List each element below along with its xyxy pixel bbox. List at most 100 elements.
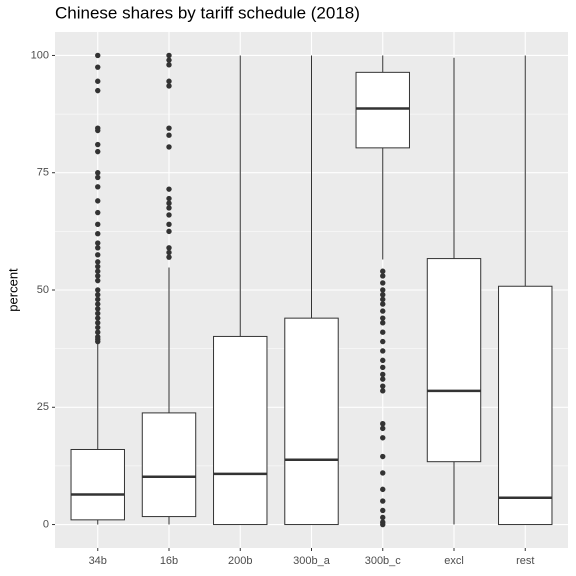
outlier: [380, 273, 386, 279]
outlier: [95, 329, 101, 335]
box: [141, 412, 197, 518]
y-tick-label: 75: [37, 167, 49, 179]
outlier: [380, 287, 386, 293]
outlier: [166, 249, 172, 256]
outlier: [95, 141, 101, 148]
outlier: [380, 435, 386, 441]
y-tick-label: 100: [31, 49, 49, 61]
outlier: [166, 62, 172, 68]
outlier: [380, 383, 386, 389]
outlier: [95, 301, 101, 307]
outlier: [95, 320, 101, 326]
outlier: [95, 148, 101, 155]
x-tick-label: 300b_a: [293, 555, 331, 567]
outlier: [380, 425, 386, 432]
outlier: [380, 315, 386, 321]
outlier: [166, 245, 172, 251]
outlier: [95, 263, 101, 270]
outlier: [95, 310, 101, 317]
outlier: [166, 195, 172, 202]
outlier: [380, 470, 386, 476]
outlier: [166, 83, 172, 89]
outlier: [95, 209, 101, 216]
outlier: [166, 212, 172, 218]
x-tick-label: rest: [516, 555, 534, 567]
outlier: [95, 170, 101, 176]
outlier: [166, 52, 172, 59]
box: [426, 258, 482, 463]
outlier: [95, 259, 101, 265]
box: [284, 317, 339, 526]
y-tick-label: 50: [37, 284, 49, 296]
outlier: [95, 174, 101, 181]
outlier: [380, 507, 386, 514]
outlier: [95, 306, 101, 312]
outlier: [95, 315, 101, 321]
outlier: [95, 78, 101, 84]
outlier: [95, 52, 101, 59]
outlier: [166, 228, 172, 235]
y-axis-label: percent: [5, 268, 20, 312]
x-tick-label: 34b: [89, 555, 107, 567]
outlier: [95, 64, 101, 70]
outlier: [380, 291, 386, 298]
outlier: [380, 308, 386, 314]
outlier: [380, 364, 386, 371]
outlier: [166, 205, 172, 211]
box: [213, 335, 268, 526]
outlier: [95, 245, 101, 251]
outlier: [95, 127, 101, 134]
box: [498, 285, 553, 526]
outlier: [95, 198, 101, 204]
box: [70, 448, 125, 521]
outlier: [380, 514, 386, 521]
outlier: [95, 324, 101, 331]
outlier: [95, 231, 101, 237]
x-tick-label: 300b_c: [365, 555, 402, 567]
outlier: [380, 521, 386, 528]
outlier: [95, 87, 101, 94]
outlier: [95, 268, 101, 274]
outlier: [95, 277, 101, 284]
y-tick-label: 25: [37, 401, 49, 413]
outlier: [380, 329, 386, 335]
outlier: [380, 498, 386, 504]
outlier: [380, 268, 386, 274]
outlier: [95, 287, 101, 293]
outlier: [380, 296, 386, 303]
outlier: [380, 348, 386, 354]
outlier: [380, 338, 386, 345]
outlier: [166, 254, 172, 260]
outlier: [380, 301, 386, 307]
outlier: [166, 221, 172, 228]
outlier: [166, 186, 172, 192]
box: [355, 71, 410, 149]
outlier: [95, 291, 101, 298]
outlier: [95, 296, 101, 303]
x-tick-label: excl: [444, 555, 464, 567]
outlier: [95, 338, 101, 345]
outlier: [166, 200, 172, 206]
outlier: [380, 486, 386, 493]
outlier: [166, 57, 172, 63]
outlier: [95, 184, 101, 190]
outlier: [380, 453, 386, 460]
outlier: [380, 420, 386, 427]
outlier: [95, 240, 101, 246]
outlier: [380, 320, 386, 326]
outlier: [380, 371, 386, 378]
x-tick-label: 200b: [228, 555, 252, 567]
outlier: [166, 144, 172, 150]
outlier: [380, 280, 386, 286]
outlier: [380, 388, 386, 394]
outlier: [166, 78, 172, 84]
outlier: [166, 132, 172, 138]
outlier: [95, 252, 101, 258]
outlier: [380, 376, 386, 382]
chart-title: Chinese shares by tariff schedule (2018): [55, 3, 360, 22]
y-tick-label: 0: [43, 518, 49, 530]
outlier: [95, 273, 101, 279]
outlier: [95, 221, 101, 228]
x-tick-label: 16b: [160, 555, 178, 567]
